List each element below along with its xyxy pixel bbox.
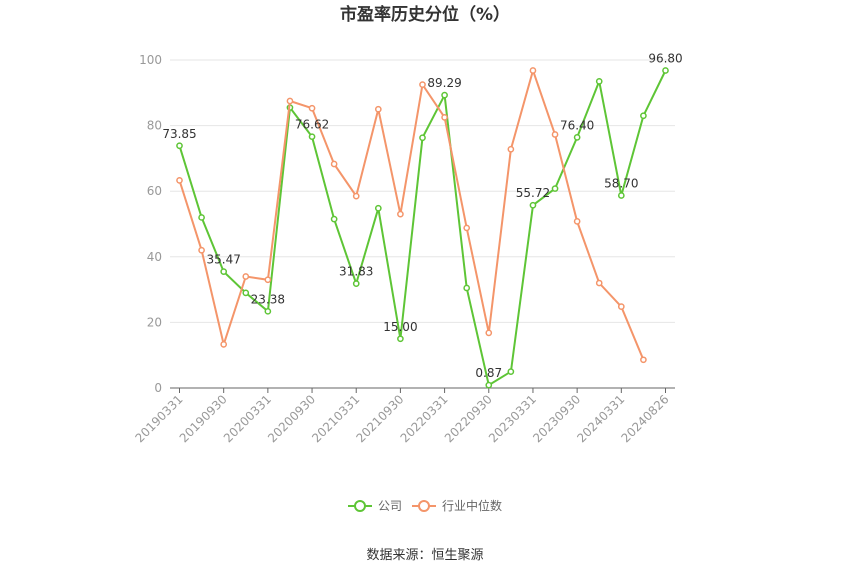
data-point[interactable] bbox=[441, 91, 448, 99]
legend-marker bbox=[418, 500, 430, 512]
data-point[interactable] bbox=[286, 97, 294, 105]
y-tick-label: 40 bbox=[147, 250, 162, 264]
data-point[interactable] bbox=[507, 145, 515, 153]
data-point[interactable] bbox=[441, 114, 448, 121]
data-point[interactable] bbox=[640, 356, 647, 364]
series-line-1 bbox=[178, 67, 645, 361]
data-point[interactable] bbox=[463, 224, 471, 232]
data-point[interactable] bbox=[595, 279, 603, 287]
legend[interactable]: 公司 行业中位数 bbox=[348, 498, 502, 513]
data-point[interactable] bbox=[352, 280, 360, 287]
data-point[interactable] bbox=[419, 81, 426, 88]
data-point[interactable] bbox=[220, 341, 228, 348]
data-point[interactable] bbox=[573, 218, 581, 225]
data-label: 23.38 bbox=[251, 292, 285, 306]
data-labels: 73.85 35.47 23.38 76.62 31.83 15.00 89.29 0.87 5… bbox=[162, 51, 682, 380]
data-label: 35.47 bbox=[207, 253, 241, 267]
legend-label: 行业中位数 bbox=[442, 498, 502, 513]
data-point[interactable] bbox=[551, 185, 559, 192]
data-point[interactable] bbox=[242, 289, 250, 297]
data-point[interactable] bbox=[330, 160, 338, 168]
data-label: 0.87 bbox=[475, 366, 502, 380]
data-label: 15.00 bbox=[383, 320, 417, 334]
data-point[interactable] bbox=[551, 131, 559, 138]
data-point[interactable] bbox=[463, 284, 471, 292]
data-point[interactable] bbox=[507, 368, 515, 375]
data-label: 89.29 bbox=[427, 76, 461, 90]
data-label: 96.80 bbox=[648, 51, 682, 65]
data-point[interactable] bbox=[617, 192, 625, 199]
data-point[interactable] bbox=[308, 104, 316, 112]
data-label: 73.85 bbox=[162, 127, 196, 141]
data-point[interactable] bbox=[198, 246, 205, 254]
data-point[interactable] bbox=[242, 273, 250, 280]
chart-title: 市盈率历史分位（%） bbox=[340, 4, 510, 25]
x-tick-label: 20240826 bbox=[619, 392, 672, 445]
data-point[interactable] bbox=[198, 214, 205, 221]
data-point[interactable] bbox=[529, 67, 537, 74]
legend-item-1[interactable]: 行业中位数 bbox=[412, 498, 502, 513]
data-label: 31.83 bbox=[339, 265, 373, 279]
data-point[interactable] bbox=[264, 307, 272, 315]
data-point[interactable] bbox=[595, 77, 603, 85]
data-point[interactable] bbox=[485, 329, 493, 337]
data-point[interactable] bbox=[352, 192, 360, 200]
y-tick-label: 60 bbox=[147, 184, 162, 198]
y-tick-label: 20 bbox=[147, 315, 162, 329]
series-group bbox=[176, 67, 669, 389]
data-point[interactable] bbox=[485, 381, 493, 389]
source-note: 数据来源：恒生聚源 bbox=[366, 548, 483, 563]
y-tick-label: 80 bbox=[147, 119, 162, 133]
legend-item-0[interactable]: 公司 bbox=[348, 499, 402, 513]
data-label: 76.62 bbox=[295, 118, 329, 132]
data-point[interactable] bbox=[308, 133, 316, 141]
data-label: 76.40 bbox=[560, 118, 594, 132]
data-point[interactable] bbox=[330, 215, 338, 223]
data-label: 58.70 bbox=[604, 176, 638, 190]
data-point[interactable] bbox=[374, 204, 382, 212]
x-axis: 2019033120190930202003312020093020210331… bbox=[133, 387, 675, 445]
data-point[interactable] bbox=[573, 134, 581, 141]
y-tick-label: 100 bbox=[139, 53, 162, 67]
data-point[interactable] bbox=[397, 335, 404, 343]
y-tick-label: 0 bbox=[154, 381, 162, 395]
legend-marker bbox=[354, 500, 366, 512]
data-point[interactable] bbox=[662, 67, 669, 74]
data-point[interactable] bbox=[397, 210, 404, 218]
data-point[interactable] bbox=[617, 303, 625, 311]
data-point[interactable] bbox=[374, 105, 382, 113]
y-axis: 0 20 40 60 80 100 bbox=[139, 53, 162, 395]
legend-label: 公司 bbox=[378, 499, 402, 513]
data-point[interactable] bbox=[529, 201, 537, 209]
data-point[interactable] bbox=[220, 268, 228, 276]
data-point[interactable] bbox=[640, 112, 647, 120]
data-point[interactable] bbox=[176, 142, 183, 150]
data-label: 55.72 bbox=[516, 186, 550, 200]
data-point[interactable] bbox=[419, 134, 426, 142]
data-point[interactable] bbox=[264, 276, 272, 284]
data-point[interactable] bbox=[176, 177, 183, 184]
